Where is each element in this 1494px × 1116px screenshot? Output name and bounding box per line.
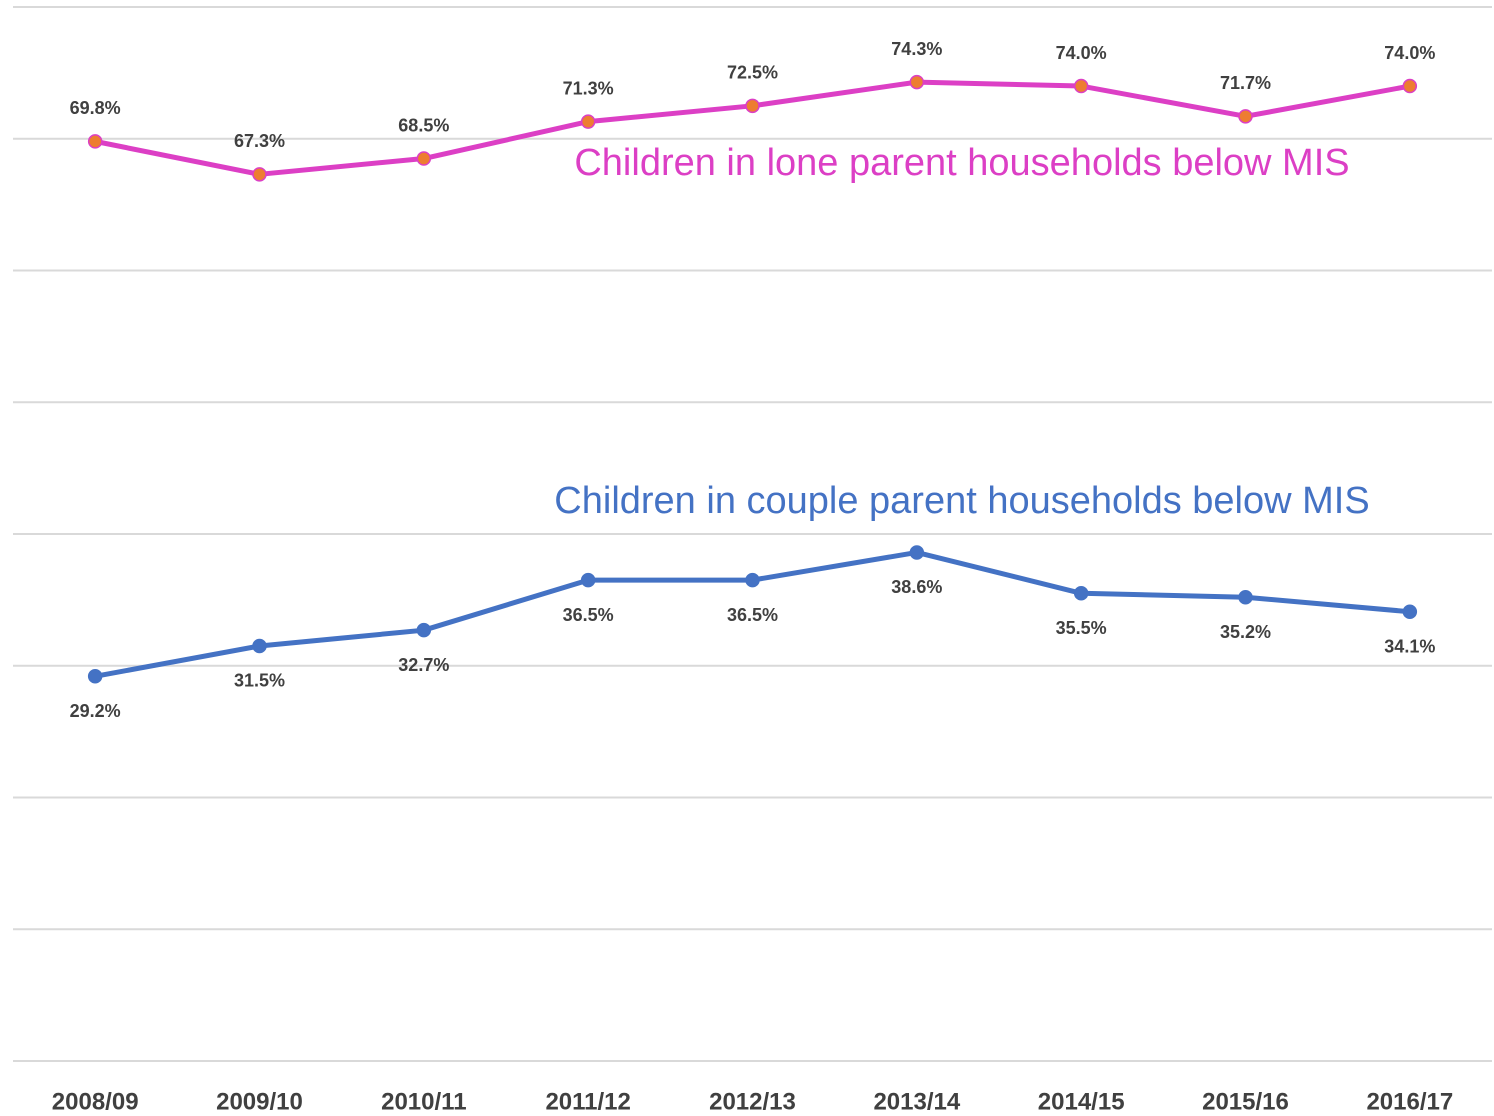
data-label: 67.3% — [234, 131, 285, 151]
marker — [580, 572, 596, 588]
data-label: 35.5% — [1056, 618, 1107, 638]
data-label: 32.7% — [398, 655, 449, 675]
x-tick-label: 2012/13 — [709, 1088, 796, 1115]
x-tick-label: 2008/09 — [52, 1088, 139, 1115]
x-tick-label: 2016/17 — [1366, 1088, 1453, 1115]
marker — [1073, 586, 1089, 601]
marker — [1238, 589, 1253, 605]
marker — [580, 114, 596, 129]
data-label: 72.5% — [727, 63, 778, 83]
data-label: 69.8% — [70, 98, 121, 118]
marker — [1402, 604, 1418, 619]
data-label: 74.0% — [1384, 43, 1435, 63]
x-tick-label: 2014/15 — [1038, 1088, 1125, 1115]
data-label: 74.0% — [1056, 43, 1107, 63]
data-label: 35.2% — [1220, 622, 1271, 642]
x-tick-label: 2015/16 — [1202, 1088, 1289, 1115]
marker — [416, 622, 432, 638]
series-label: Children in couple parent households bel… — [554, 480, 1369, 522]
marker — [416, 151, 432, 166]
data-label: 36.5% — [563, 605, 614, 625]
x-tick-label: 2011/12 — [545, 1088, 630, 1115]
x-tick-label: 2010/11 — [381, 1088, 466, 1115]
marker — [87, 669, 103, 684]
marker — [1073, 78, 1089, 94]
x-tick-label: 2013/14 — [873, 1088, 960, 1115]
data-label: 31.5% — [234, 671, 285, 691]
marker — [909, 74, 925, 90]
data-label: 34.1% — [1384, 636, 1435, 656]
data-label: 68.5% — [398, 115, 449, 135]
marker — [745, 98, 760, 114]
data-label: 74.3% — [891, 39, 942, 59]
marker — [87, 134, 103, 149]
marker — [1238, 109, 1253, 124]
data-label: 36.5% — [727, 605, 778, 625]
data-label: 38.6% — [891, 577, 942, 597]
marker — [745, 572, 760, 588]
marker — [252, 167, 267, 182]
data-label: 29.2% — [70, 701, 121, 721]
data-label: 71.7% — [1220, 73, 1271, 93]
marker — [252, 638, 267, 654]
series-label: Children in lone parent households below… — [574, 142, 1349, 184]
x-tick-label: 2009/10 — [216, 1088, 303, 1115]
marker — [909, 545, 925, 560]
marker — [1402, 78, 1418, 94]
data-label: 71.3% — [563, 78, 614, 98]
